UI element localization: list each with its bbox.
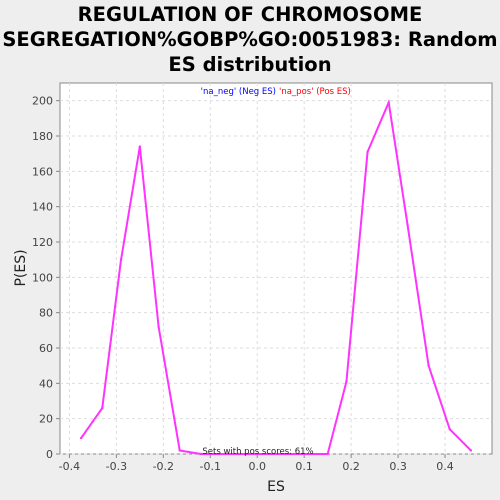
y-tick-label: 120 [32,236,53,249]
y-axis-label: P(ES) [13,249,29,286]
data-point [366,150,369,154]
x-tick-label: 0.1 [295,460,313,473]
data-point [406,223,409,226]
data-point [218,452,221,456]
es-distribution-line [80,98,472,455]
y-tick-label: 100 [32,271,53,284]
x-tick-label: 0.4 [436,460,454,473]
data-point [448,428,451,431]
y-tick-label: 140 [32,201,53,214]
data-point [79,436,83,440]
x-tick-label: 0.2 [342,460,360,473]
y-tick-label: 60 [39,342,53,355]
chart-title-line-1: REGULATION OF CHROMOSOME [77,3,423,26]
y-tick-label: 180 [32,130,53,143]
y-tick-label: 200 [32,95,53,108]
data-point [101,406,104,410]
x-tick-label: -0.2 [153,460,174,473]
y-axis-ticks: 0 20 40 60 80 100 120 140 160 180 200 [32,95,60,461]
chart-title: REGULATION OF CHROMOSOME SEGREGATION%GOB… [0,2,500,77]
legend-neg-label: 'na_neg' (Neg ES) [201,87,276,97]
data-point [345,380,348,383]
y-tick-label: 40 [39,377,53,390]
data-point [138,145,142,148]
series-layer [79,98,473,456]
y-tick-label: 160 [32,165,53,178]
x-tick-label: -0.1 [200,460,221,473]
x-tick-label: 0.0 [248,460,266,473]
data-point [469,449,473,452]
data-point [256,452,259,456]
data-point [199,452,203,456]
data-point [387,101,390,104]
x-tick-label: -0.3 [106,460,127,473]
y-tick-label: 80 [39,307,53,320]
data-point [284,452,287,456]
x-axis-label: ES [267,479,285,495]
data-point [157,325,160,328]
x-tick-label: 0.3 [389,460,407,473]
x-tick-label: -0.4 [59,460,80,473]
data-point [302,452,306,456]
data-point [178,449,181,452]
data-point [237,452,240,456]
y-tick-label: 0 [46,448,53,461]
data-point [326,452,329,456]
annotation-pos-scores: Sets with pos scores: 61% [202,447,313,457]
data-point [427,364,430,367]
legend-pos-label: 'na_pos' (Pos ES) [279,87,351,97]
chart-title-line-3: ES distribution [168,53,332,76]
plot-area [59,82,493,455]
data-point [119,258,123,261]
y-tick-label: 20 [39,413,53,426]
x-axis-ticks: -0.4 -0.3 -0.2 -0.1 0.0 0.1 0.2 0.3 0.4 [59,454,454,473]
chart-title-line-2: SEGREGATION%GOBP%GO:0051983: Random [2,28,498,51]
